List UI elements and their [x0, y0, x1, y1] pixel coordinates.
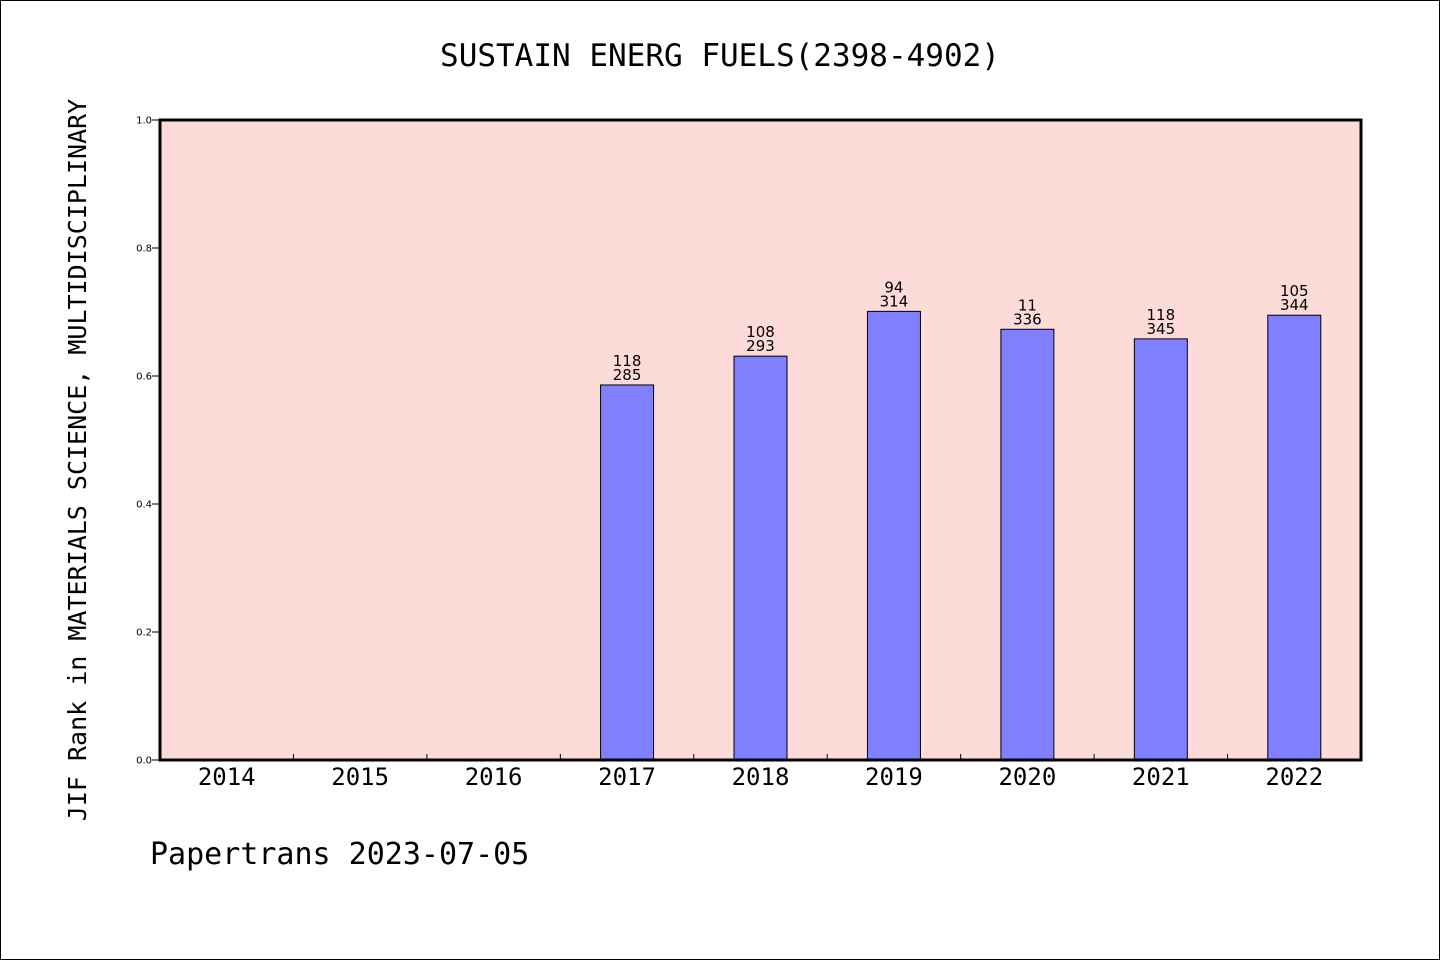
bar — [1000, 328, 1055, 761]
bar-group — [600, 310, 1322, 761]
y-tick-label: 0.4 — [136, 500, 152, 511]
x-tick-label: 2017 — [598, 763, 656, 791]
y-tick-label: 0.2 — [136, 628, 152, 639]
data-label-rank: 108 — [746, 323, 775, 341]
data-label-total: 314 — [880, 292, 909, 310]
bar — [733, 355, 788, 761]
data-label-rank: 118 — [613, 352, 642, 370]
x-tick-label: 2021 — [1132, 763, 1190, 791]
bar — [1267, 314, 1322, 761]
footer-watermark: Papertrans 2023-07-05 — [150, 837, 529, 872]
bar — [600, 384, 655, 761]
data-label-total: 336 — [1013, 310, 1042, 328]
x-tick-label: 2014 — [198, 763, 256, 791]
data-label-total: 344 — [1280, 296, 1309, 314]
chart-title: SUSTAIN ENERG FUELS(2398-4902) — [440, 38, 1000, 74]
data-label-rank: 94 — [884, 278, 903, 296]
bar — [866, 310, 921, 761]
plot-border — [158, 118, 1363, 762]
y-tick-label: 0.0 — [136, 756, 152, 767]
y-tick-label: 1.0 — [136, 116, 152, 127]
data-label-rank: 118 — [1147, 306, 1176, 324]
data-label-total: 345 — [1147, 320, 1176, 338]
y-tick-label: 0.6 — [136, 372, 152, 383]
data-label-total: 285 — [613, 366, 642, 384]
x-tick-label: 2018 — [732, 763, 790, 791]
x-tick-label: 2015 — [331, 763, 389, 791]
x-tick-label: 2022 — [1265, 763, 1323, 791]
x-tick-label: 2019 — [865, 763, 923, 791]
data-label-rank: 11 — [1018, 296, 1037, 314]
x-tick-label: 2020 — [998, 763, 1056, 791]
y-axis: 0.0 0.2 0.4 0.6 0.8 1.0 — [136, 116, 160, 767]
data-label-rank: 105 — [1280, 282, 1309, 300]
y-axis-label: JIF Rank in MATERIALS SCIENCE, MULTIDISC… — [63, 99, 92, 821]
y-tick-label: 0.8 — [136, 244, 152, 255]
data-label-total: 293 — [746, 337, 775, 355]
bar — [1133, 338, 1188, 761]
x-axis: 2014 2015 2016 2017 2018 2019 2020 2021 2022 — [198, 754, 1323, 791]
x-tick-label: 2016 — [465, 763, 523, 791]
